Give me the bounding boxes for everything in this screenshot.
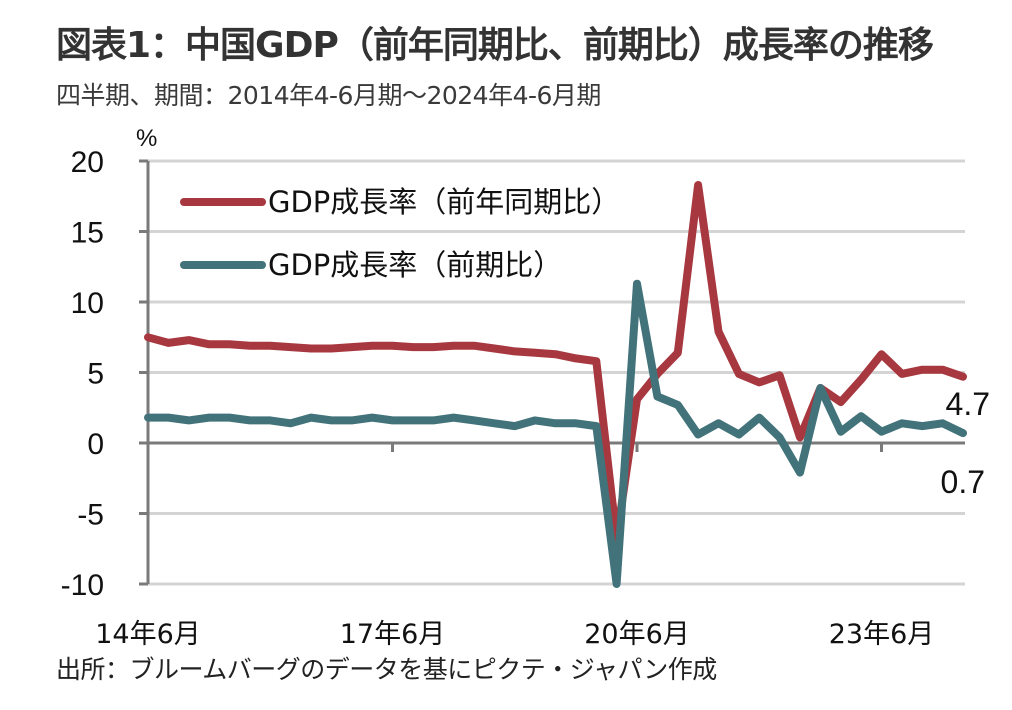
series-lines xyxy=(144,181,967,588)
x-tick-labels: 14年6月 17年6月 20年6月 23年6月 xyxy=(95,619,934,650)
y-tick-label: 10 xyxy=(71,287,104,320)
series-line-yoy xyxy=(144,181,967,543)
axes xyxy=(139,159,965,586)
gridlines xyxy=(148,159,965,586)
y-axis-unit-label: % xyxy=(136,125,157,152)
legend-label-qoq: GDP成長率（前期比） xyxy=(268,248,562,282)
source-note: 出所：ブルームバーグのデータを基にピクテ・ジャパン作成 xyxy=(56,655,717,684)
y-tick-label: 5 xyxy=(87,358,104,391)
y-tick-label: -5 xyxy=(77,499,104,532)
y-tick-label: 15 xyxy=(71,217,104,250)
annotation-qoq-latest: 0.7 xyxy=(941,464,985,500)
chart-title: 図表1：中国GDP（前年同期比、前期比）成長率の推移 xyxy=(56,25,934,66)
series-line-qoq xyxy=(144,279,967,588)
y-tick-labels: 20 15 10 5 0 -5 -10 xyxy=(61,146,104,602)
x-tick-label: 17年6月 xyxy=(340,619,446,650)
line-chart: 20 15 10 5 0 -5 -10 14年6月 17年6月 20年6月 23年6月 GDP成長… xyxy=(61,125,990,650)
x-tick-label: 23年6月 xyxy=(829,619,935,650)
legend-label-yoy: GDP成長率（前年同期比） xyxy=(268,185,620,219)
chart-subtitle: 四半期、期間：2014年4-6月期～2024年4-6月期 xyxy=(56,81,601,110)
end-value-annotations: 4.7 0.7 xyxy=(941,386,990,500)
annotation-yoy-latest: 4.7 xyxy=(946,386,990,422)
y-tick-label: -10 xyxy=(61,569,104,602)
y-tick-label: 20 xyxy=(71,146,104,179)
legend: GDP成長率（前年同期比） GDP成長率（前期比） xyxy=(180,185,620,282)
y-tick-label: 0 xyxy=(87,428,104,461)
x-tick-label: 14年6月 xyxy=(95,619,201,650)
x-tick-label: 20年6月 xyxy=(584,619,690,650)
